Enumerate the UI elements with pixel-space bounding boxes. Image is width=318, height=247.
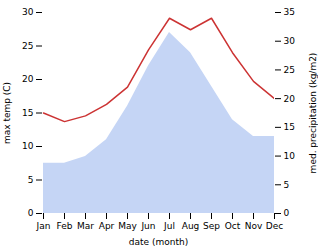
- svg-text:30: 30: [22, 7, 34, 17]
- svg-text:5: 5: [284, 180, 290, 190]
- svg-text:Jun: Jun: [140, 221, 155, 231]
- svg-text:35: 35: [284, 7, 295, 17]
- svg-text:Feb: Feb: [57, 221, 73, 231]
- svg-text:max temp (C): max temp (C): [2, 82, 12, 144]
- svg-text:30: 30: [284, 36, 296, 46]
- svg-text:Mar: Mar: [77, 221, 94, 231]
- svg-text:10: 10: [284, 151, 296, 161]
- svg-text:20: 20: [284, 94, 296, 104]
- svg-text:Sep: Sep: [203, 221, 220, 231]
- svg-text:0: 0: [284, 208, 290, 218]
- svg-text:0: 0: [28, 208, 34, 218]
- svg-text:Oct: Oct: [225, 221, 241, 231]
- svg-text:15: 15: [284, 122, 295, 132]
- svg-text:5: 5: [28, 175, 34, 185]
- svg-text:Dec: Dec: [266, 221, 283, 231]
- svg-text:25: 25: [22, 41, 33, 51]
- svg-text:Jul: Jul: [163, 221, 175, 231]
- svg-text:Jan: Jan: [36, 221, 51, 231]
- svg-text:Aug: Aug: [182, 221, 200, 231]
- svg-text:15: 15: [22, 108, 33, 118]
- svg-text:Nov: Nov: [245, 221, 263, 231]
- svg-text:Apr: Apr: [99, 221, 115, 231]
- svg-text:med. precipitation (kg/m2): med. precipitation (kg/m2): [308, 53, 318, 174]
- svg-text:May: May: [118, 221, 137, 231]
- svg-text:10: 10: [22, 141, 34, 151]
- svg-text:20: 20: [22, 74, 34, 84]
- svg-text:date (month): date (month): [129, 237, 188, 247]
- svg-text:25: 25: [284, 65, 295, 75]
